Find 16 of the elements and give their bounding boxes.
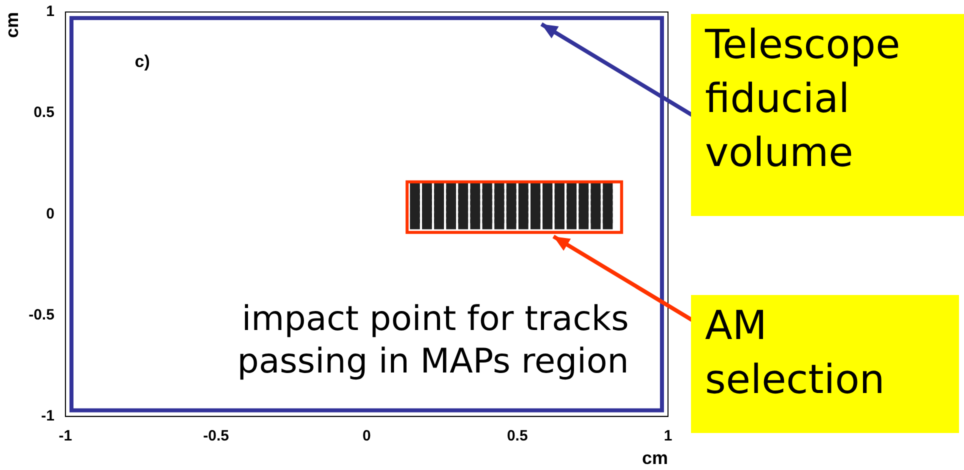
annotation: c): [134, 52, 150, 72]
y-tick-label: 1: [46, 3, 54, 20]
y-tick-label: 0: [46, 205, 54, 222]
x-tick-label: 1: [664, 428, 672, 445]
y-tick-label: -1: [41, 408, 54, 425]
x-tick-label: -0.5: [203, 428, 230, 445]
x-axis-title: cm: [642, 448, 668, 468]
x-tick-label: 0: [362, 428, 371, 445]
text: AM selection: [691, 295, 959, 433]
y-tick-label: -0.5: [28, 306, 54, 324]
y-tick-label: 0.5: [34, 104, 54, 122]
annotation: impact point for tracks passing in MAPs region: [237, 299, 629, 382]
x-tick-label: 0.5: [506, 428, 528, 445]
y-axis-title: cm: [2, 12, 22, 38]
x-tick-label: -1: [58, 428, 72, 445]
text: Telescope fiducial volume: [691, 14, 964, 216]
